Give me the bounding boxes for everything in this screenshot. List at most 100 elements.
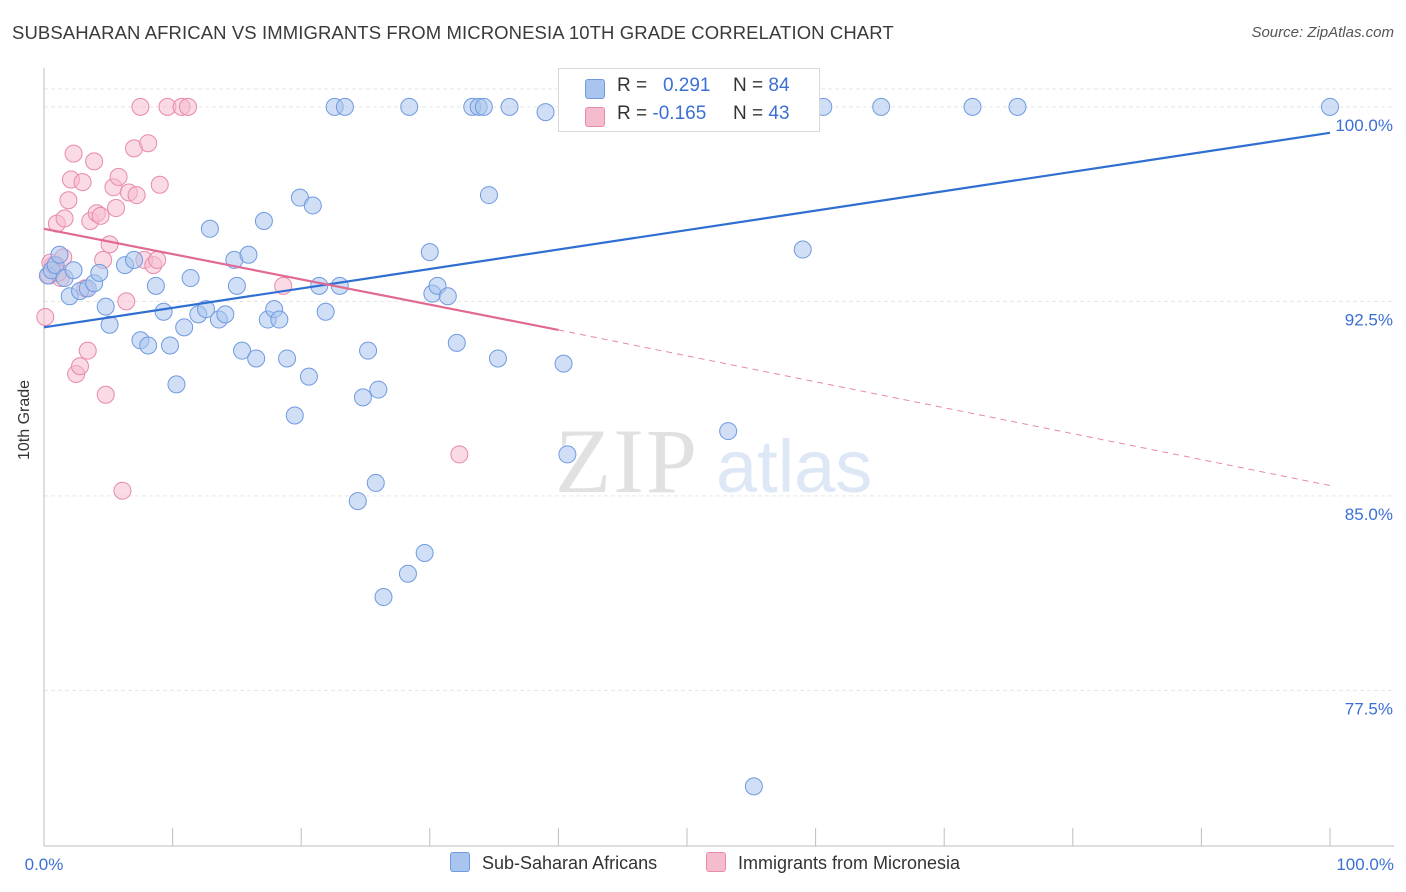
subsaharan-point: [438, 287, 457, 306]
legend-label-subsaharan: Sub-Saharan Africans: [482, 853, 658, 873]
legend-item-micronesia[interactable]: Immigrants from Micronesia: [706, 852, 960, 874]
subsaharan-point: [299, 367, 318, 386]
x-tick-label-min: 0.0%: [25, 855, 64, 874]
chart-title: SUBSAHARAN AFRICAN VS IMMIGRANTS FROM MI…: [12, 22, 894, 43]
subsaharan-point: [793, 240, 812, 259]
subsaharan-point: [420, 243, 439, 262]
subsaharan-point: [1008, 97, 1027, 116]
micronesia-point: [85, 152, 104, 171]
subsaharan-point: [500, 97, 519, 116]
legend-swatch-blue: [585, 79, 605, 99]
watermark-atlas: atlas: [716, 425, 872, 508]
subsaharan-point: [479, 186, 498, 205]
legend-swatch-pink: [585, 107, 605, 127]
trend-lines: [43, 131, 1331, 487]
stats-row-subsaharan: R = 0.291 N = 84: [559, 73, 819, 101]
subsaharan-point: [447, 333, 466, 352]
subsaharan-point: [50, 245, 69, 264]
subsaharan-point: [1321, 97, 1339, 116]
subsaharan-point: [488, 349, 507, 368]
axes: [43, 68, 1394, 847]
micronesia-point: [131, 97, 150, 116]
trend-line-subsaharan: [43, 131, 1331, 329]
x-tick-label-max: 100.0%: [1336, 855, 1394, 874]
subsaharan-point: [278, 349, 297, 368]
subsaharan-point: [167, 375, 186, 394]
subsaharan-point: [744, 777, 763, 796]
subsaharan-point: [233, 341, 252, 360]
subsaharan-point: [554, 354, 573, 373]
subsaharan-point: [125, 250, 144, 269]
subsaharan-point: [161, 336, 180, 355]
subsaharan-point: [366, 473, 385, 492]
subsaharan-point: [200, 219, 219, 238]
subsaharan-point: [963, 97, 982, 116]
y-tick-label: 85.0%: [1345, 505, 1393, 524]
legend-label-micronesia: Immigrants from Micronesia: [738, 853, 961, 873]
subsaharan-point: [359, 341, 378, 360]
subsaharan-point: [353, 388, 372, 407]
micronesia-point: [59, 191, 78, 210]
n-value: 84: [768, 75, 790, 96]
subsaharan-point: [558, 445, 577, 464]
micronesia-point: [107, 199, 126, 218]
subsaharan-point: [474, 97, 493, 116]
subsaharan-point: [90, 263, 109, 282]
stats-row-micronesia: R = -0.165 N = 43: [559, 101, 819, 129]
n-label: N =: [733, 75, 764, 96]
stats-legend: R = 0.291 N = 84 R = -0.165 N = 43: [558, 68, 820, 132]
subsaharan-point: [216, 305, 235, 324]
n-value: 43: [768, 103, 790, 124]
micronesia-point: [36, 307, 55, 326]
subsaharan-point: [369, 380, 388, 399]
subsaharan-point: [254, 212, 273, 231]
micronesia-point: [96, 385, 115, 404]
micronesia-point: [139, 134, 158, 153]
micronesia-point: [179, 97, 198, 116]
legend-swatch-blue: [450, 852, 470, 872]
subsaharan-point: [400, 97, 419, 116]
subsaharan-point: [285, 406, 304, 425]
subsaharan-point: [536, 103, 555, 122]
r-value: 0.291: [662, 75, 711, 96]
subsaharan-point: [398, 564, 417, 583]
legend-swatch-pink: [706, 852, 726, 872]
n-label: N =: [733, 103, 764, 124]
subsaharan-point: [239, 245, 258, 264]
r-label: R =: [617, 103, 648, 124]
subsaharan-point: [335, 97, 354, 116]
micronesia-point: [127, 186, 146, 205]
subsaharan-point: [197, 300, 216, 319]
micronesia-point: [109, 167, 128, 186]
subsaharan-point: [374, 588, 393, 607]
subsaharan-point: [181, 269, 200, 288]
subsaharan-point: [270, 310, 289, 329]
y-tick-labels: 77.5% 85.0% 92.5% 100.0%: [1335, 116, 1393, 719]
watermark: ZIP atlas: [555, 410, 872, 512]
micronesia-point: [71, 357, 90, 376]
y-tick-label: 77.5%: [1345, 699, 1393, 718]
gridlines: [44, 88, 1394, 691]
micronesia-point: [64, 144, 83, 163]
source-credit: Source: ZipAtlas.com: [1251, 24, 1394, 41]
trend-line-micronesia: [43, 227, 559, 332]
micronesia-point: [117, 292, 136, 311]
watermark-zip: ZIP: [555, 410, 699, 512]
subsaharan-point: [139, 336, 158, 355]
subsaharan-point: [96, 297, 115, 316]
subsaharan-point: [247, 349, 266, 368]
y-tick-label: 100.0%: [1335, 116, 1393, 135]
subsaharan-point: [415, 543, 434, 562]
micronesia-point: [150, 175, 169, 194]
legend-item-subsaharan[interactable]: Sub-Saharan Africans: [450, 852, 657, 874]
x-tick-labels: 0.0% 100.0%: [25, 855, 1394, 874]
y-tick-label: 92.5%: [1345, 310, 1393, 329]
micronesia-point: [113, 481, 132, 500]
subsaharan-point: [175, 318, 194, 337]
subsaharan-point: [154, 302, 173, 321]
r-label: R =: [617, 75, 648, 96]
micronesia-point: [450, 445, 469, 464]
r-value: -0.165: [652, 103, 707, 124]
micronesia-point: [78, 341, 97, 360]
